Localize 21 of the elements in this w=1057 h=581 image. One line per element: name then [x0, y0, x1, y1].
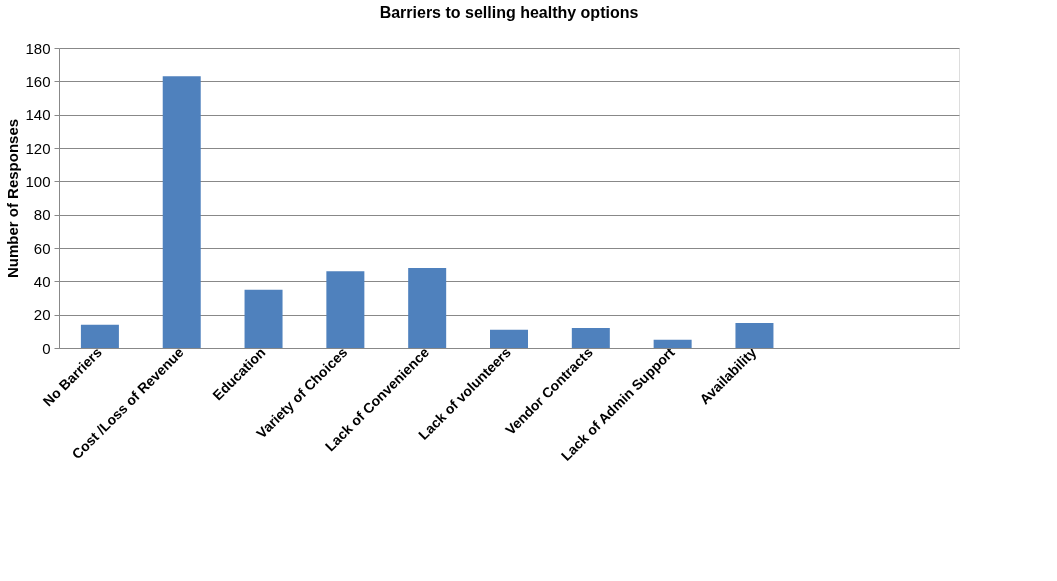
- chart-title: Barriers to selling healthy options: [379, 4, 639, 21]
- bar: [408, 268, 447, 348]
- y-tick-label: 20: [33, 306, 51, 324]
- bar: [571, 328, 610, 348]
- bar: [80, 324, 119, 348]
- bar: [735, 323, 774, 348]
- y-tick-label: 60: [33, 239, 51, 257]
- y-tick-label: 160: [25, 72, 51, 90]
- y-tick-label: 120: [25, 139, 51, 157]
- y-tick-label: 180: [25, 39, 51, 57]
- y-tick-label: 140: [25, 106, 51, 124]
- bar: [244, 289, 283, 348]
- y-tick-label: 0: [42, 339, 51, 357]
- bar: [490, 329, 528, 348]
- y-tick-label: 100: [25, 172, 51, 190]
- y-tick-label: 40: [33, 272, 51, 290]
- bar: [162, 76, 201, 348]
- y-axis-title: Number of Responses: [4, 118, 22, 279]
- bar: [326, 271, 365, 348]
- y-tick-label: 80: [33, 206, 51, 224]
- bar: [653, 339, 692, 348]
